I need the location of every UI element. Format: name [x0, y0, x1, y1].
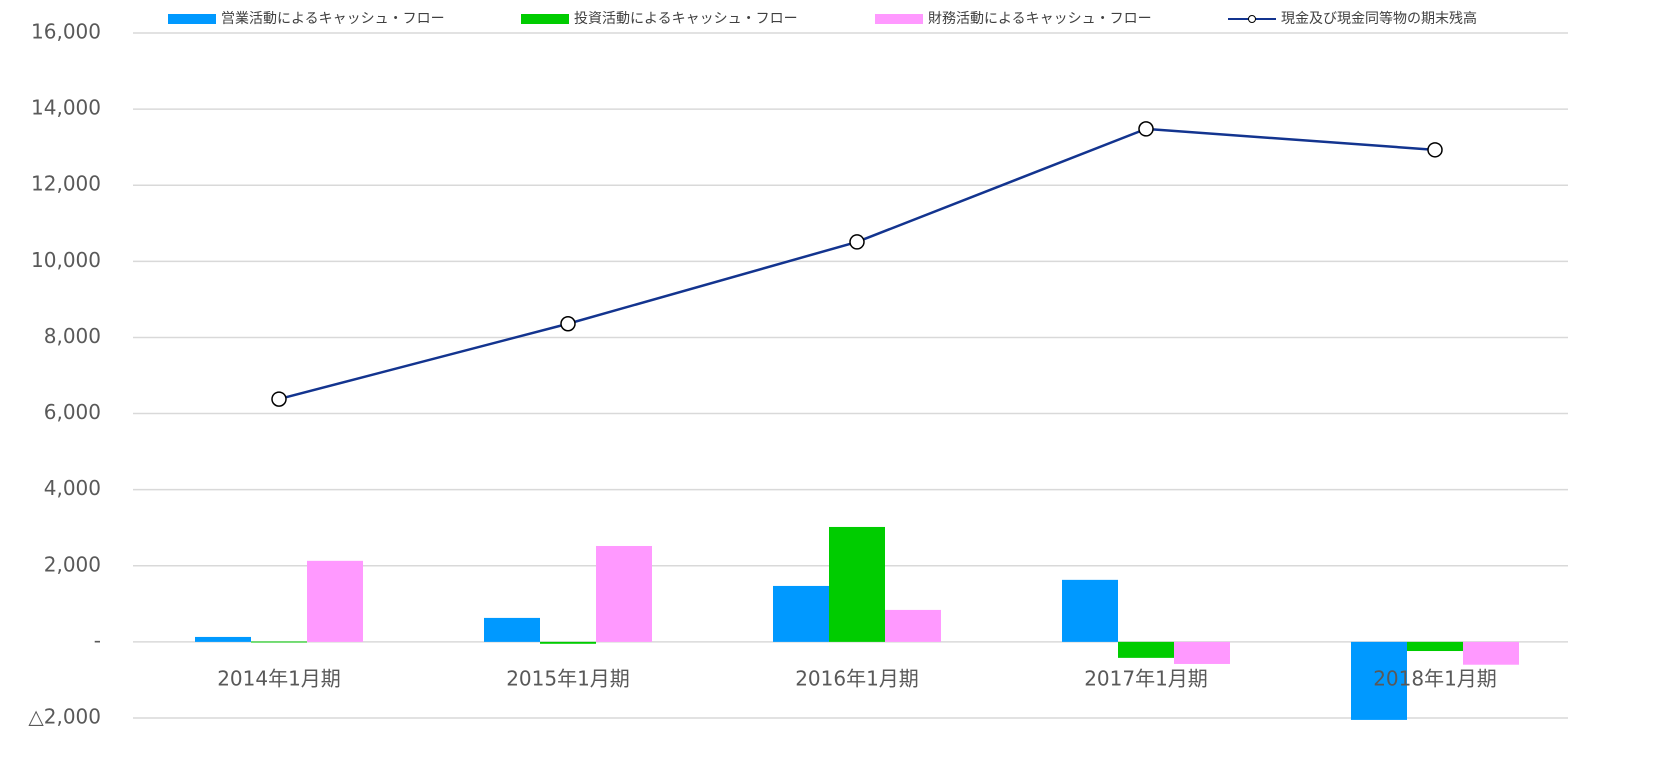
bar — [1062, 579, 1118, 642]
marker — [1138, 121, 1154, 137]
bar — [885, 609, 941, 642]
legend-label: 現金及び現金同等物の期末残高 — [1281, 10, 1477, 27]
y-tick-label: △2,000 — [28, 705, 101, 729]
y-tick-label: 14,000 — [31, 96, 101, 120]
y-tick-label: 10,000 — [31, 248, 101, 272]
marker — [560, 315, 576, 332]
marker — [271, 391, 287, 407]
line — [278, 127, 1436, 401]
bar — [773, 585, 829, 642]
y-tick-label: 6,000 — [44, 400, 101, 424]
legend-label: 投資活動によるキャッシュ・フロー — [574, 11, 798, 27]
y-tick-label: 8,000 — [44, 324, 101, 348]
bar — [1407, 641, 1463, 652]
bar — [596, 545, 652, 642]
y-tick-label: - — [94, 628, 101, 652]
bar — [1118, 641, 1174, 658]
bar — [251, 641, 307, 643]
x-tick-label: 2014年1月期 — [217, 667, 341, 691]
marker — [1427, 142, 1443, 158]
bar — [1174, 641, 1230, 664]
legend-swatch — [521, 14, 569, 24]
bar — [195, 636, 251, 642]
bar — [307, 560, 363, 642]
x-tick-label: 2016年1月期 — [795, 667, 919, 691]
bar — [484, 617, 540, 642]
legend-label: 営業活動によるキャッシュ・フロー — [221, 11, 445, 27]
y-tick-label: 12,000 — [31, 172, 101, 196]
legend-swatch — [168, 14, 216, 24]
legend-swatch — [875, 14, 923, 24]
bar — [540, 641, 596, 644]
y-tick-label: 16,000 — [31, 20, 101, 44]
bar — [1463, 641, 1519, 665]
y-tick-label: 4,000 — [44, 476, 101, 500]
marker — [849, 234, 865, 250]
legend-label: 財務活動によるキャッシュ・フロー — [928, 11, 1152, 27]
x-tick-label: 2018年1月期 — [1373, 667, 1497, 691]
x-tick-label: 2015年1月期 — [506, 667, 630, 691]
bar — [1351, 641, 1407, 720]
legend-swatch — [1248, 15, 1256, 23]
y-tick-label: 2,000 — [44, 552, 101, 576]
bar — [829, 526, 885, 642]
x-tick-label: 2017年1月期 — [1084, 667, 1208, 691]
